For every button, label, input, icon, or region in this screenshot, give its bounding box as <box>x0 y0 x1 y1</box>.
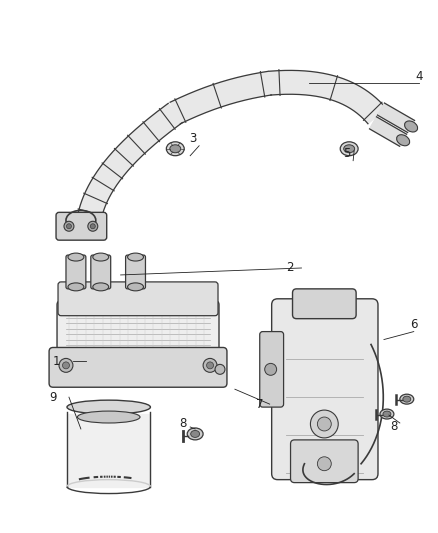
Ellipse shape <box>166 142 184 156</box>
FancyBboxPatch shape <box>56 212 107 240</box>
Text: 2: 2 <box>286 262 293 274</box>
Circle shape <box>88 221 98 231</box>
Text: 6: 6 <box>410 318 417 331</box>
Ellipse shape <box>127 253 144 261</box>
Circle shape <box>64 221 74 231</box>
Polygon shape <box>67 414 150 487</box>
Ellipse shape <box>78 411 140 423</box>
FancyBboxPatch shape <box>66 255 86 289</box>
Circle shape <box>207 362 214 369</box>
Ellipse shape <box>397 135 410 146</box>
Ellipse shape <box>170 145 181 153</box>
FancyBboxPatch shape <box>272 299 378 480</box>
Ellipse shape <box>191 431 200 438</box>
Circle shape <box>90 224 95 229</box>
Ellipse shape <box>405 121 417 132</box>
Polygon shape <box>170 71 272 124</box>
FancyBboxPatch shape <box>58 282 218 316</box>
FancyBboxPatch shape <box>126 255 145 289</box>
Ellipse shape <box>340 142 358 156</box>
Circle shape <box>67 224 71 229</box>
FancyBboxPatch shape <box>57 301 219 383</box>
Polygon shape <box>269 70 386 124</box>
Ellipse shape <box>383 411 391 417</box>
Text: 3: 3 <box>190 132 197 146</box>
Ellipse shape <box>93 253 109 261</box>
Circle shape <box>311 450 338 478</box>
Ellipse shape <box>127 283 144 291</box>
Ellipse shape <box>67 400 150 414</box>
Circle shape <box>265 364 277 375</box>
Circle shape <box>318 417 331 431</box>
Text: 8: 8 <box>390 421 398 433</box>
Ellipse shape <box>380 409 394 419</box>
Text: 4: 4 <box>415 70 423 83</box>
Ellipse shape <box>400 394 414 404</box>
Text: 8: 8 <box>180 417 187 431</box>
Text: 5: 5 <box>343 147 351 160</box>
Polygon shape <box>370 117 406 146</box>
FancyBboxPatch shape <box>293 289 356 319</box>
Circle shape <box>59 358 73 373</box>
Text: 1: 1 <box>52 355 60 368</box>
Polygon shape <box>378 103 414 133</box>
Circle shape <box>215 365 225 374</box>
FancyBboxPatch shape <box>91 255 111 289</box>
FancyBboxPatch shape <box>49 348 227 387</box>
FancyBboxPatch shape <box>260 332 283 407</box>
Ellipse shape <box>344 145 355 153</box>
Ellipse shape <box>68 283 84 291</box>
FancyBboxPatch shape <box>290 440 358 482</box>
Text: 7: 7 <box>256 398 264 410</box>
Circle shape <box>63 362 70 369</box>
Circle shape <box>318 457 331 471</box>
Circle shape <box>311 410 338 438</box>
Ellipse shape <box>93 283 109 291</box>
Ellipse shape <box>68 253 84 261</box>
Ellipse shape <box>187 428 203 440</box>
Text: 9: 9 <box>49 391 57 403</box>
Polygon shape <box>77 103 182 222</box>
Ellipse shape <box>403 396 411 402</box>
Circle shape <box>203 358 217 373</box>
